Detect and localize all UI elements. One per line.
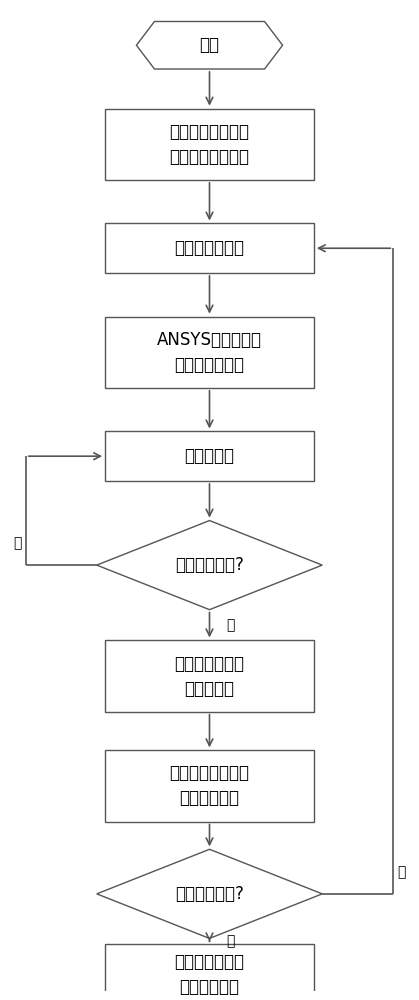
FancyBboxPatch shape xyxy=(105,109,314,180)
Text: 开始: 开始 xyxy=(199,36,220,54)
Text: 输入样条曲线控制
点并建立薄膜边界: 输入样条曲线控制 点并建立薄膜边界 xyxy=(170,123,249,166)
FancyBboxPatch shape xyxy=(105,223,314,273)
Text: 索张力优化: 索张力优化 xyxy=(184,447,235,465)
Polygon shape xyxy=(97,849,322,938)
FancyBboxPatch shape xyxy=(105,944,314,1000)
Text: 输入一组索张力: 输入一组索张力 xyxy=(174,239,245,257)
Text: 否: 否 xyxy=(398,865,406,879)
Text: 应力偏差极小?: 应力偏差极小? xyxy=(175,885,244,903)
Text: 是: 是 xyxy=(226,618,235,632)
FancyBboxPatch shape xyxy=(105,431,314,481)
Text: ANSYS静力分析得
到结构应力分布: ANSYS静力分析得 到结构应力分布 xyxy=(157,331,262,374)
FancyBboxPatch shape xyxy=(105,640,314,712)
Polygon shape xyxy=(137,21,282,69)
Text: 输出控制点位置
及应力偏差值: 输出控制点位置 及应力偏差值 xyxy=(174,953,245,996)
FancyBboxPatch shape xyxy=(105,317,314,388)
Polygon shape xyxy=(97,521,322,610)
Text: 是: 是 xyxy=(226,934,235,948)
Text: 应力偏差极大?: 应力偏差极大? xyxy=(175,556,244,574)
Text: 输出并更新当前
结构索张力: 输出并更新当前 结构索张力 xyxy=(174,655,245,698)
FancyBboxPatch shape xyxy=(105,750,314,822)
Text: 优化控制点位置并
更新薄膜形状: 优化控制点位置并 更新薄膜形状 xyxy=(170,764,249,807)
Text: 否: 否 xyxy=(13,536,21,550)
